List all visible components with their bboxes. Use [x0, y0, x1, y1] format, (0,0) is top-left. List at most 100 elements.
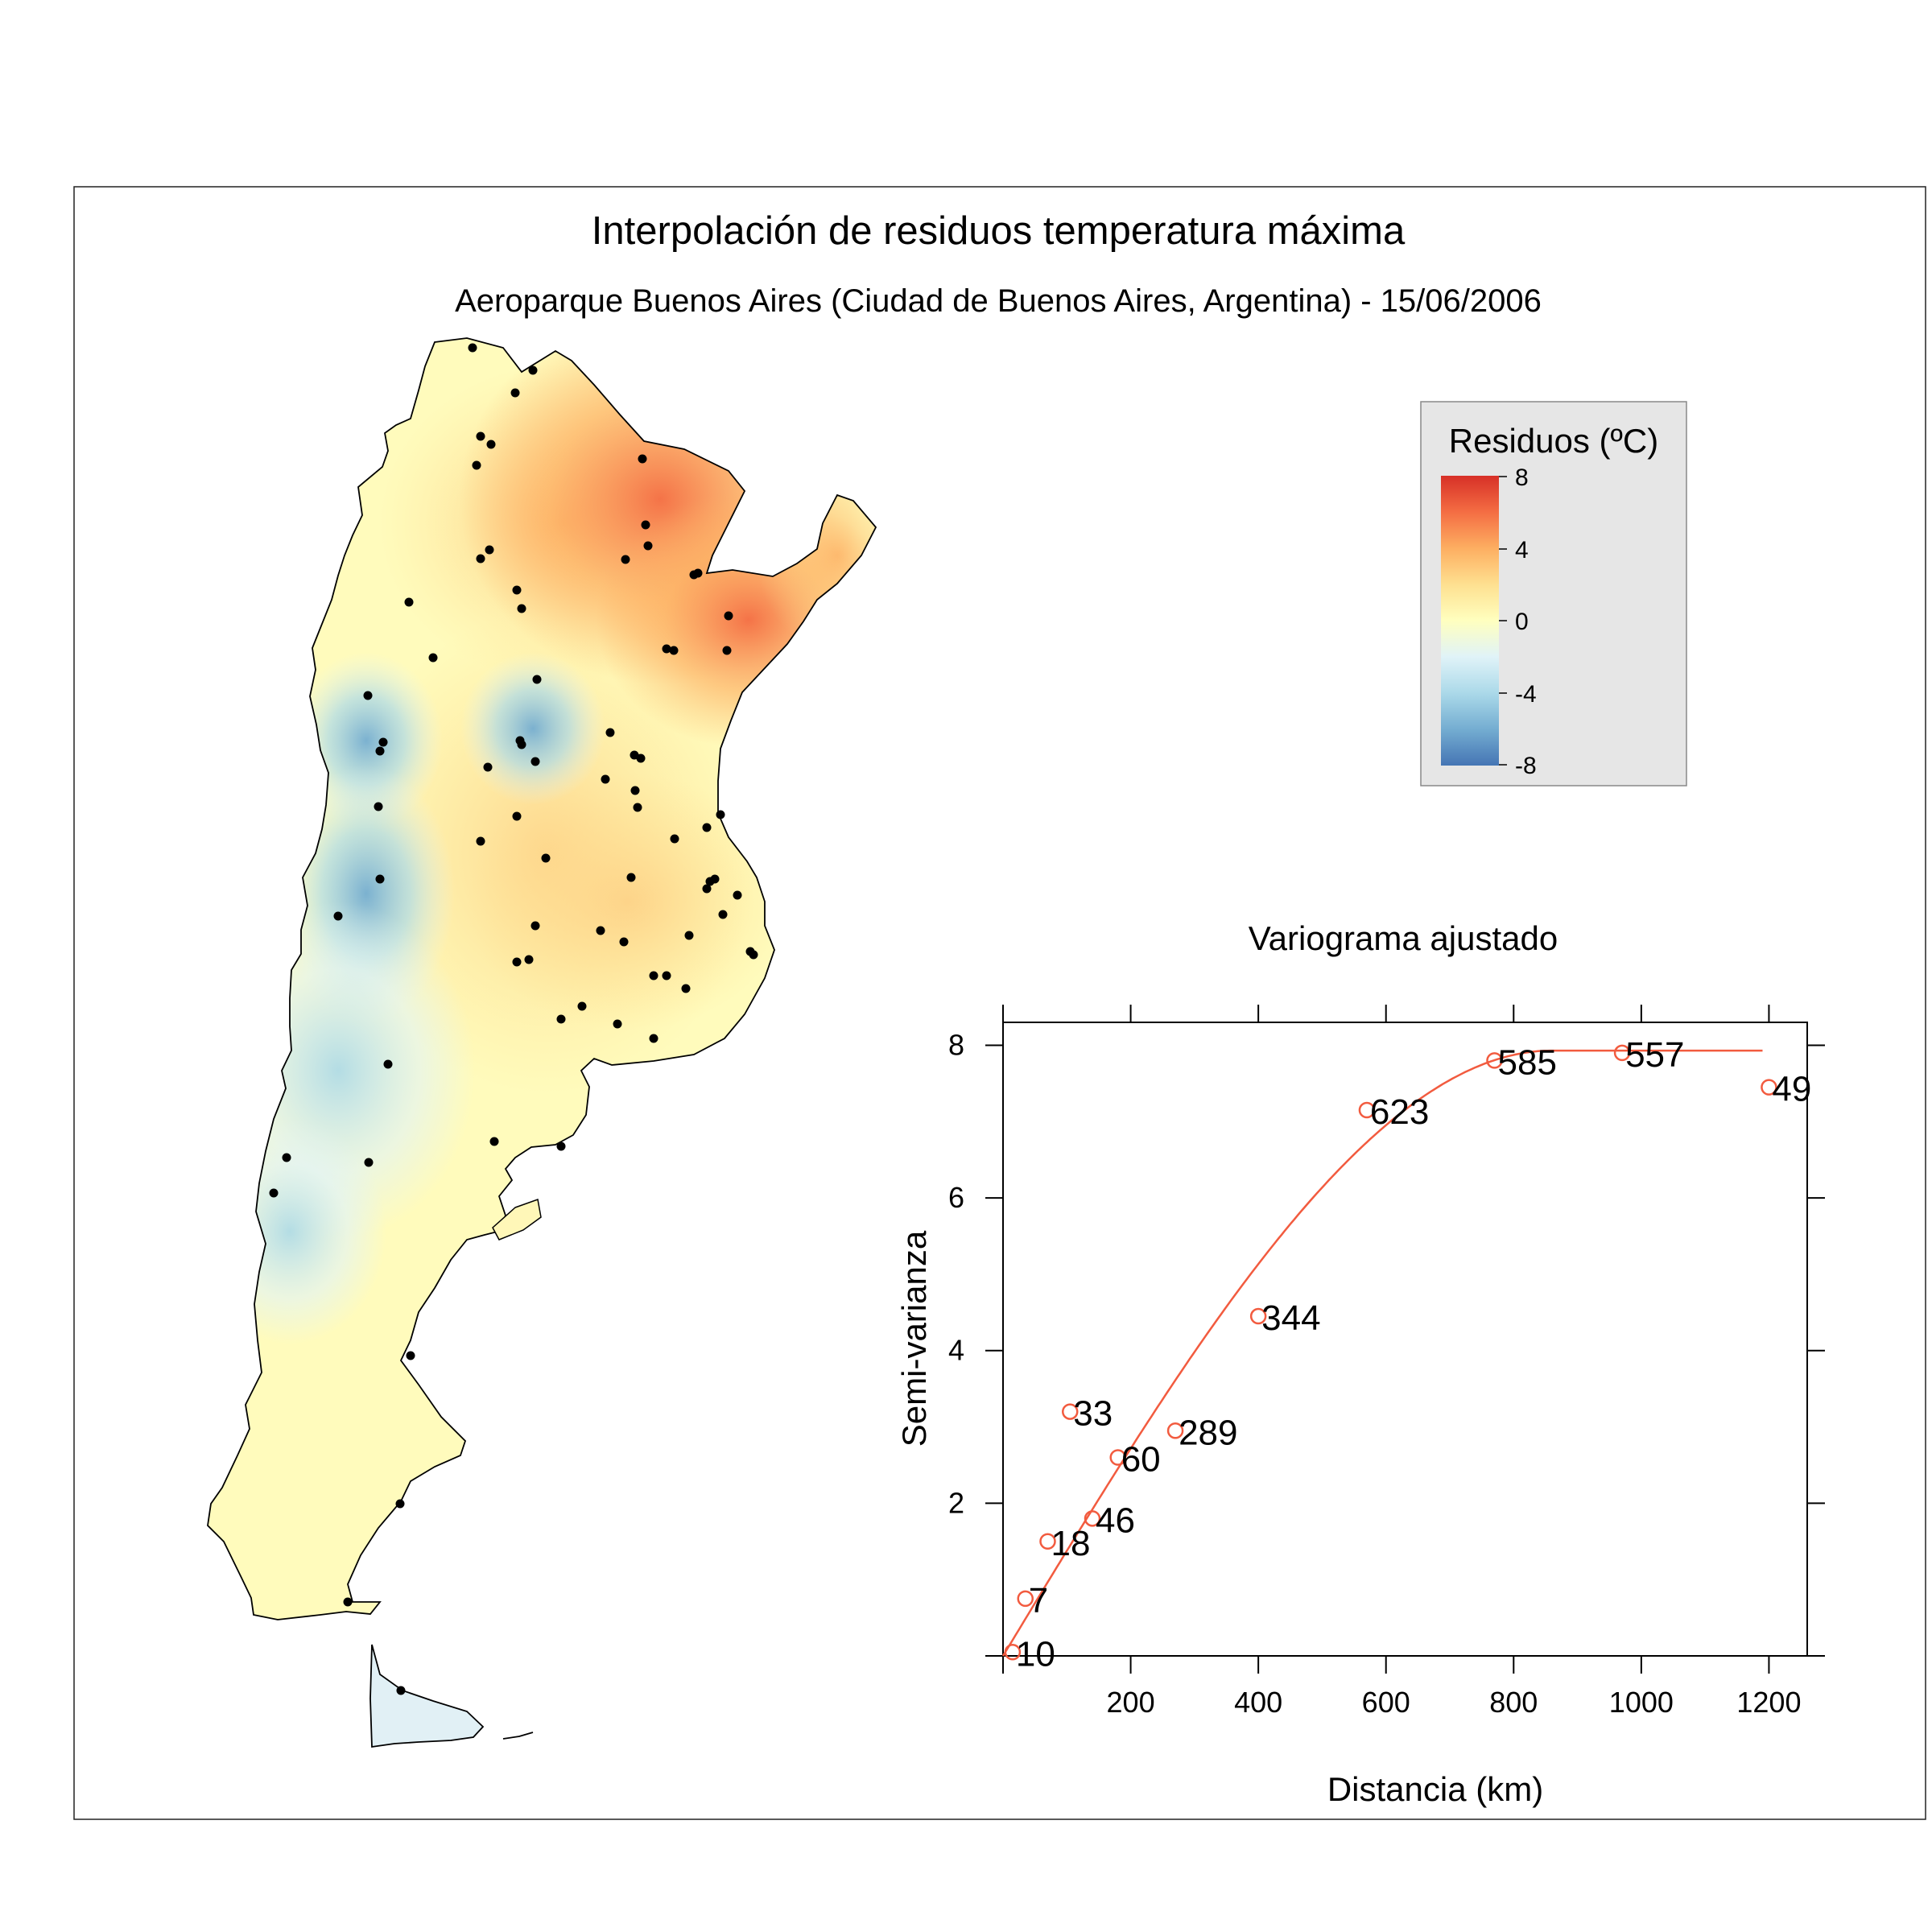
station-point: [733, 890, 742, 900]
station-point: [722, 646, 732, 655]
station-point: [662, 971, 671, 980]
station-point: [601, 774, 610, 784]
station-point: [641, 520, 650, 530]
y-tick-label: 2: [948, 1486, 964, 1519]
station-point: [702, 823, 712, 832]
station-point: [404, 597, 414, 607]
color-legend: Residuos (ºC) 8 4 0 -4 -8: [1420, 401, 1687, 786]
variogram-point: [1062, 1403, 1079, 1420]
legend-tick-label: 4: [1515, 537, 1529, 564]
station-point: [605, 728, 615, 737]
station-point: [476, 836, 485, 846]
variogram-point: [1613, 1044, 1631, 1062]
station-point: [669, 646, 679, 655]
station-point: [510, 388, 520, 398]
legend-tick-label: -8: [1515, 753, 1537, 779]
legend-tick-label: -4: [1515, 681, 1537, 708]
station-point: [718, 910, 728, 919]
y-tick-label: 4: [948, 1334, 964, 1367]
variogram-point: [1084, 1510, 1101, 1527]
variogram-point: [1004, 1644, 1022, 1661]
map-coldspot-north: [460, 652, 605, 805]
variogram-fit-line: [1001, 1049, 1763, 1657]
station-point: [541, 853, 551, 863]
station-point: [621, 555, 630, 564]
point-label: 344: [1261, 1298, 1320, 1338]
station-point: [375, 874, 385, 884]
station-point: [333, 911, 343, 921]
station-point: [530, 921, 540, 931]
station-point: [626, 873, 636, 882]
station-point: [681, 984, 691, 993]
station-point: [489, 1137, 499, 1146]
variogram-plot-area: [1002, 1022, 1808, 1657]
station-point: [643, 541, 653, 551]
station-point: [662, 644, 671, 654]
x-tick-label: 600: [1362, 1686, 1410, 1719]
station-point: [485, 545, 494, 555]
map-islands: [502, 1732, 534, 1740]
point-label: 49: [1772, 1070, 1811, 1109]
station-point: [745, 947, 755, 956]
station-point: [476, 431, 485, 441]
station-point: [724, 611, 733, 621]
map-valdes-peninsula: [492, 1198, 542, 1241]
legend-tick-label: 0: [1515, 609, 1529, 635]
x-tick-label: 1200: [1736, 1686, 1801, 1719]
station-point: [710, 874, 720, 884]
point-label: 46: [1096, 1501, 1135, 1540]
station-point: [468, 343, 477, 353]
station-point: [684, 931, 694, 940]
station-point: [517, 604, 526, 613]
station-point: [476, 554, 485, 564]
map-hotspot-mesopotamia: [757, 459, 876, 652]
station-point: [633, 803, 642, 812]
station-point: [483, 762, 493, 772]
variogram-point: [1249, 1307, 1267, 1325]
main-title: Interpolación de residuos temperatura má…: [592, 209, 1406, 253]
x-tick-label: 1000: [1609, 1686, 1674, 1719]
residual-map: [207, 337, 877, 1748]
y-tick-label: 6: [948, 1181, 964, 1214]
station-point: [512, 585, 522, 595]
point-label: 7: [1029, 1581, 1048, 1620]
station-point: [428, 653, 438, 663]
station-point: [395, 1499, 405, 1509]
station-point: [613, 1019, 622, 1029]
map-cool-southwest: [208, 1119, 386, 1344]
x-tick-label: 200: [1107, 1686, 1155, 1719]
main-subtitle: Aeroparque Buenos Aires (Ciudad de Bueno…: [455, 283, 1542, 319]
station-point: [596, 926, 605, 935]
variogram-point: [1017, 1590, 1034, 1608]
station-point: [716, 810, 725, 819]
x-tick-label: 800: [1489, 1686, 1538, 1719]
variogram-xlabel: Distancia (km): [1327, 1770, 1543, 1808]
station-point: [577, 1001, 587, 1011]
point-label: 623: [1370, 1092, 1429, 1132]
variogram-point: [1166, 1422, 1184, 1439]
point-label: 557: [1625, 1035, 1684, 1075]
map-tierra-del-fuego: [369, 1644, 485, 1748]
point-label: 585: [1498, 1042, 1557, 1082]
weather-stations: [269, 343, 758, 1695]
station-point: [396, 1686, 406, 1695]
station-point: [524, 955, 534, 964]
variogram-title: Variograma ajustado: [1249, 919, 1558, 957]
variogram-points: 10 718 33 46 60 289 344 623 585 557 49: [1004, 1035, 1811, 1674]
station-point: [670, 834, 679, 844]
station-point: [619, 937, 629, 947]
station-point: [486, 440, 496, 449]
station-point: [472, 460, 481, 470]
variogram-point: [1761, 1079, 1777, 1096]
variogram-ylabel: Semi-varianza: [895, 1230, 933, 1447]
station-point: [364, 1158, 374, 1167]
station-point: [528, 365, 538, 375]
station-point: [630, 786, 640, 795]
station-point: [378, 737, 388, 747]
station-point: [638, 454, 647, 464]
point-label: 289: [1179, 1413, 1237, 1452]
station-point: [374, 802, 383, 811]
station-point: [383, 1059, 393, 1069]
point-label: 10: [1016, 1634, 1055, 1674]
